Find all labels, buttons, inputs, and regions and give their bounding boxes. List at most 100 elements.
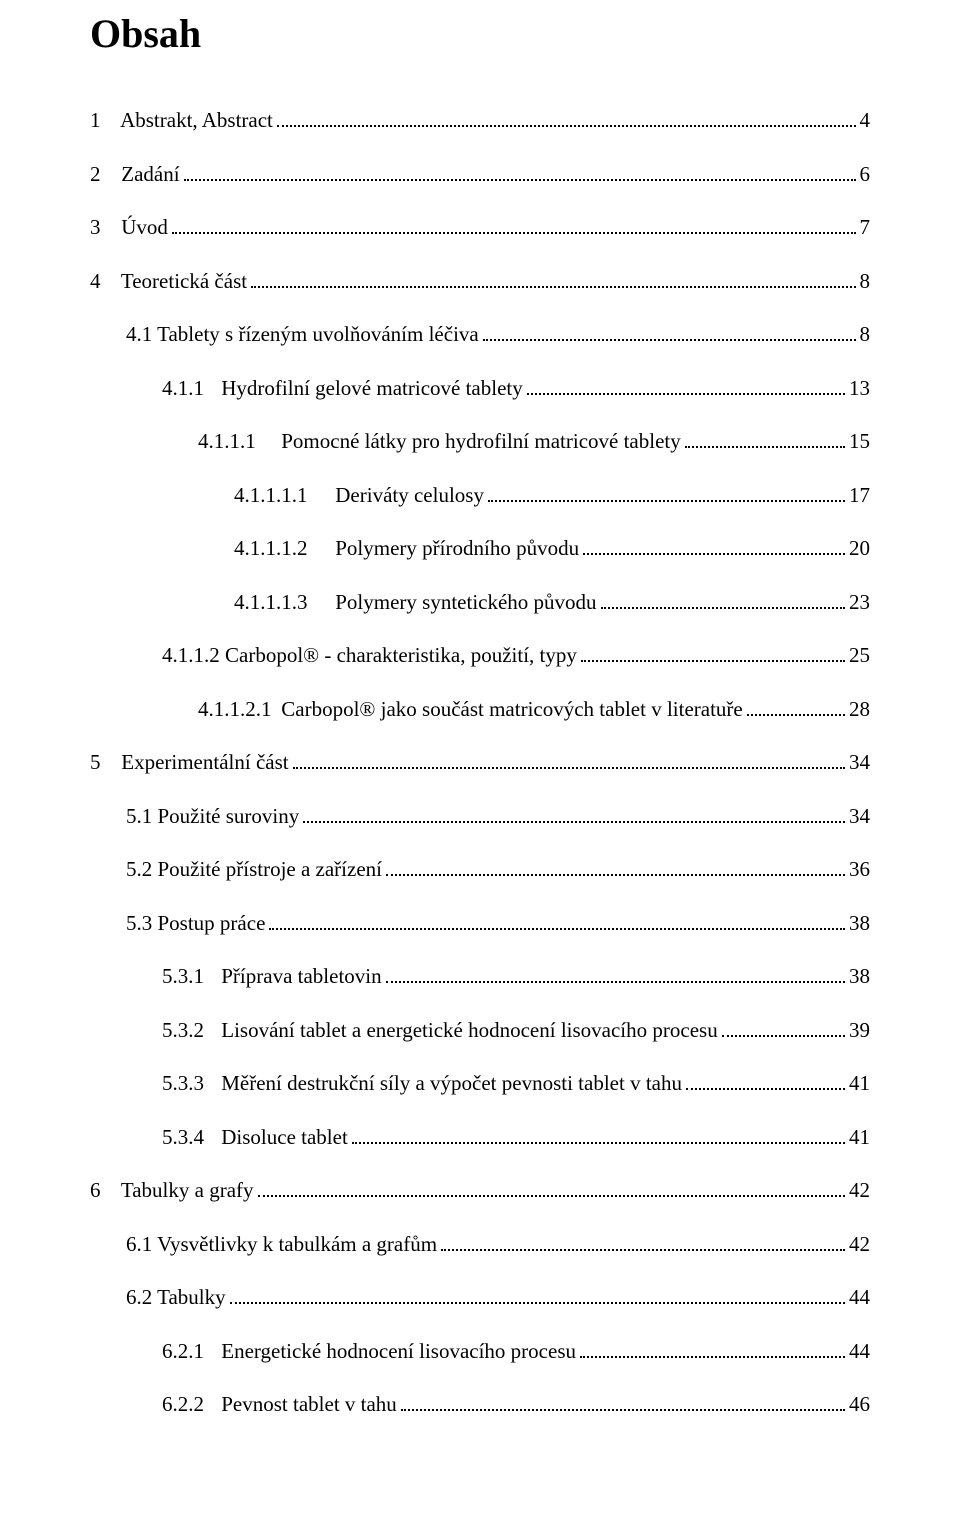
toc-entry-text: Hydrofilní gelové matricové tablety [216, 376, 523, 400]
toc-entry: 4.1.1.2 Carbopol® - charakteristika, pou… [90, 640, 870, 672]
toc-entry-number: 5.3.4 [162, 1122, 216, 1154]
toc-entry-text: Tabulky a grafy [116, 1178, 254, 1202]
toc-entry-page: 39 [849, 1015, 870, 1047]
toc-entry-page: 13 [849, 373, 870, 405]
toc-entry-leader [483, 324, 856, 341]
toc-entry-leader [293, 752, 845, 769]
toc-entry-leader [277, 110, 856, 127]
toc-entry-leader [184, 164, 856, 181]
toc-entry-text: Carbopol® - charakteristika, použití, ty… [220, 643, 577, 667]
toc-entry-leader [747, 699, 845, 716]
toc-entry-leader [352, 1127, 845, 1144]
toc-entry-leader [386, 859, 845, 876]
toc-entry-page: 34 [849, 747, 870, 779]
toc-entry-text: Zadání [116, 162, 180, 186]
toc-entry-page: 15 [849, 426, 870, 458]
toc-entry-text: Polymery přírodního původu [330, 536, 579, 560]
toc-entry-number: 6.1 [126, 1229, 152, 1261]
toc-entry-text: Použité přístroje a zařízení [152, 857, 382, 881]
toc-entry-page: 8 [860, 266, 871, 298]
toc-entry-label: 5.3.2 Lisování tablet a energetické hodn… [162, 1015, 718, 1047]
toc-entry-page: 42 [849, 1229, 870, 1261]
toc-entry-label: 4.1.1.2 Carbopol® - charakteristika, pou… [162, 640, 577, 672]
page-title: Obsah [90, 0, 870, 57]
toc-entry-leader [303, 806, 845, 823]
toc-entry-text: Úvod [116, 215, 168, 239]
toc-entry: 5.3.1 Příprava tabletovin38 [90, 961, 870, 993]
toc-entry-page: 20 [849, 533, 870, 565]
toc-entry: 4.1.1.1.2 Polymery přírodního původu 20 [90, 533, 870, 565]
toc-entry-page: 23 [849, 587, 870, 619]
toc-entry-leader [230, 1287, 845, 1304]
toc-entry: 4 Teoretická část8 [90, 266, 870, 298]
toc-entry-leader [386, 966, 845, 983]
toc-entry-text: Polymery syntetického původu [330, 590, 597, 614]
toc-entry-text: Disoluce tablet [216, 1125, 348, 1149]
toc-entry-leader [581, 645, 845, 662]
toc-entry: 5.3 Postup práce38 [90, 908, 870, 940]
toc-entry: 6.1 Vysvětlivky k tabulkám a grafům 42 [90, 1229, 870, 1261]
toc-entry-number: 5.3 [126, 908, 152, 940]
toc-entry-number: 5.3.1 [162, 961, 216, 993]
toc-entry-number: 4.1.1.1.2 [234, 533, 330, 565]
toc-entry-page: 44 [849, 1336, 870, 1368]
toc-entry: 5.3.4 Disoluce tablet41 [90, 1122, 870, 1154]
toc-entry-number: 5.3.2 [162, 1015, 216, 1047]
toc-entry-label: 5.1 Použité suroviny [126, 801, 299, 833]
toc-entry-leader [251, 271, 855, 288]
toc-entry: 4.1.1 Hydrofilní gelové matricové tablet… [90, 373, 870, 405]
toc-entry-leader [686, 1073, 845, 1090]
toc-entry-page: 34 [849, 801, 870, 833]
toc-entry-number: 4.1.1.2 [162, 640, 220, 672]
toc-entry-number: 2 [90, 159, 116, 191]
toc-entry-page: 28 [849, 694, 870, 726]
toc-entry-label: 6.2.2 Pevnost tablet v tahu [162, 1389, 397, 1421]
toc-entry: 3 Úvod 7 [90, 212, 870, 244]
toc-entry-label: 2 Zadání [90, 159, 180, 191]
toc-entry: 6.2 Tabulky 44 [90, 1282, 870, 1314]
toc-entry-page: 44 [849, 1282, 870, 1314]
toc-entry-page: 7 [860, 212, 871, 244]
toc-entry-leader [401, 1394, 845, 1411]
toc-entry-page: 6 [860, 159, 871, 191]
toc-entry: 5.1 Použité suroviny 34 [90, 801, 870, 833]
toc-entry-label: 5.2 Použité přístroje a zařízení [126, 854, 382, 886]
toc-entry-label: 4.1.1.1 Pomocné látky pro hydrofilní mat… [198, 426, 681, 458]
table-of-contents: 1 Abstrakt, Abstract4 2 Zadání 6 3 Úvod 7 4 T… [90, 105, 870, 1421]
toc-entry-text: Měření destrukční síly a výpočet pevnost… [216, 1071, 682, 1095]
toc-entry: 5 Experimentální část34 [90, 747, 870, 779]
toc-entry-label: 6.1 Vysvětlivky k tabulkám a grafům [126, 1229, 437, 1261]
toc-entry-page: 17 [849, 480, 870, 512]
toc-entry-number: 6 [90, 1175, 116, 1207]
toc-entry-page: 4 [860, 105, 871, 137]
toc-entry-leader [601, 592, 845, 609]
toc-entry: 4.1.1.1.1 Deriváty celulosy17 [90, 480, 870, 512]
toc-entry-label: 5.3.4 Disoluce tablet [162, 1122, 348, 1154]
toc-entry-leader [441, 1234, 845, 1251]
toc-entry: 2 Zadání 6 [90, 159, 870, 191]
toc-entry: 1 Abstrakt, Abstract4 [90, 105, 870, 137]
toc-entry-number: 3 [90, 212, 116, 244]
toc-entry-number: 5.1 [126, 801, 152, 833]
toc-entry: 4.1 Tablety s řízeným uvolňováním léčiva… [90, 319, 870, 351]
toc-entry-number: 6.2.2 [162, 1389, 216, 1421]
toc-entry-label: 5.3.3 Měření destrukční síly a výpočet p… [162, 1068, 682, 1100]
toc-entry-text: Postup práce [152, 911, 265, 935]
toc-entry-text: Experimentální část [116, 750, 289, 774]
toc-entry-number: 4.1.1 [162, 373, 216, 405]
toc-entry-text: Deriváty celulosy [330, 483, 484, 507]
toc-entry: 6.2.2 Pevnost tablet v tahu46 [90, 1389, 870, 1421]
toc-entry-text: Energetické hodnocení lisovacího procesu [216, 1339, 576, 1363]
toc-entry-label: 4.1.1.1.2 Polymery přírodního původu [234, 533, 579, 565]
toc-entry-text: Vysvětlivky k tabulkám a grafům [152, 1232, 437, 1256]
toc-entry-leader [269, 913, 845, 930]
toc-entry-leader [583, 538, 845, 555]
toc-entry-text: Lisování tablet a energetické hodnocení … [216, 1018, 718, 1042]
toc-entry-page: 25 [849, 640, 870, 672]
toc-entry: 5.3.3 Měření destrukční síly a výpočet p… [90, 1068, 870, 1100]
toc-entry-number: 6.2.1 [162, 1336, 216, 1368]
toc-entry-label: 6.2 Tabulky [126, 1282, 226, 1314]
toc-entry-leader [580, 1341, 845, 1358]
toc-entry-page: 42 [849, 1175, 870, 1207]
toc-entry-label: 6 Tabulky a grafy [90, 1175, 254, 1207]
